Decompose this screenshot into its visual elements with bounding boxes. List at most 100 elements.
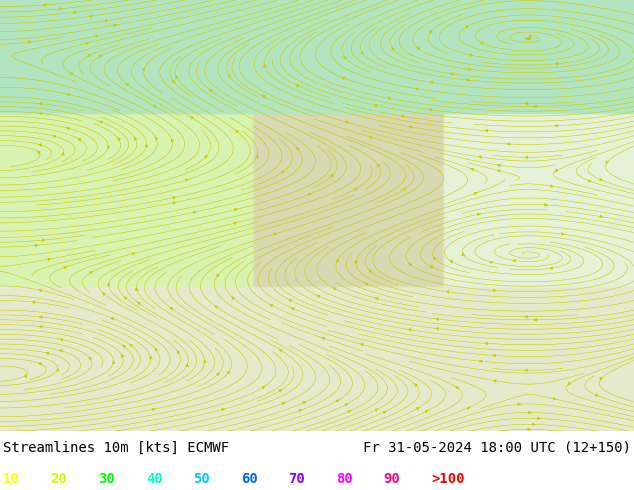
FancyArrowPatch shape xyxy=(59,350,63,352)
FancyArrowPatch shape xyxy=(415,88,418,91)
FancyArrowPatch shape xyxy=(347,411,351,413)
FancyArrowPatch shape xyxy=(107,146,110,148)
FancyArrowPatch shape xyxy=(39,112,42,115)
FancyArrowPatch shape xyxy=(409,125,412,128)
FancyArrowPatch shape xyxy=(134,137,137,140)
FancyArrowPatch shape xyxy=(533,423,536,426)
FancyArrowPatch shape xyxy=(217,372,219,376)
FancyArrowPatch shape xyxy=(507,143,510,146)
Text: 20: 20 xyxy=(51,472,67,487)
FancyArrowPatch shape xyxy=(518,403,521,406)
FancyArrowPatch shape xyxy=(553,397,557,400)
FancyArrowPatch shape xyxy=(186,364,188,367)
FancyArrowPatch shape xyxy=(279,349,282,352)
FancyArrowPatch shape xyxy=(417,47,420,50)
FancyArrowPatch shape xyxy=(60,339,63,341)
FancyArrowPatch shape xyxy=(525,369,527,371)
FancyArrowPatch shape xyxy=(545,203,548,206)
FancyArrowPatch shape xyxy=(474,193,477,195)
FancyArrowPatch shape xyxy=(606,161,609,164)
FancyArrowPatch shape xyxy=(190,117,193,119)
FancyArrowPatch shape xyxy=(375,297,378,300)
FancyArrowPatch shape xyxy=(42,239,45,242)
FancyArrowPatch shape xyxy=(155,137,158,140)
FancyArrowPatch shape xyxy=(446,291,449,294)
FancyArrowPatch shape xyxy=(489,261,492,264)
FancyArrowPatch shape xyxy=(61,152,65,155)
FancyArrowPatch shape xyxy=(480,42,483,45)
FancyArrowPatch shape xyxy=(466,79,469,81)
FancyArrowPatch shape xyxy=(110,318,114,320)
FancyArrowPatch shape xyxy=(193,211,196,214)
FancyArrowPatch shape xyxy=(291,308,295,310)
FancyArrowPatch shape xyxy=(525,316,527,318)
FancyArrowPatch shape xyxy=(512,259,515,262)
FancyArrowPatch shape xyxy=(374,104,377,107)
Text: Streamlines 10m [kts] ECMWF: Streamlines 10m [kts] ECMWF xyxy=(3,441,230,455)
FancyArrowPatch shape xyxy=(497,170,500,172)
FancyArrowPatch shape xyxy=(37,151,41,154)
FancyArrowPatch shape xyxy=(172,80,176,83)
FancyArrowPatch shape xyxy=(177,351,180,354)
FancyArrowPatch shape xyxy=(333,288,336,290)
FancyArrowPatch shape xyxy=(129,344,133,347)
FancyArrowPatch shape xyxy=(527,428,531,431)
FancyArrowPatch shape xyxy=(39,289,42,292)
Text: 70: 70 xyxy=(288,472,305,487)
FancyArrowPatch shape xyxy=(534,318,536,321)
FancyArrowPatch shape xyxy=(67,93,70,96)
FancyArrowPatch shape xyxy=(555,62,559,65)
FancyArrowPatch shape xyxy=(153,105,157,108)
FancyArrowPatch shape xyxy=(538,417,540,420)
FancyArrowPatch shape xyxy=(274,233,277,236)
FancyArrowPatch shape xyxy=(296,147,299,150)
FancyArrowPatch shape xyxy=(228,74,231,77)
FancyArrowPatch shape xyxy=(216,274,219,277)
FancyArrowPatch shape xyxy=(155,348,157,351)
Text: 50: 50 xyxy=(193,472,210,487)
FancyArrowPatch shape xyxy=(369,270,372,273)
FancyArrowPatch shape xyxy=(550,267,553,270)
Text: 80: 80 xyxy=(336,472,353,487)
FancyArrowPatch shape xyxy=(416,407,420,410)
FancyArrowPatch shape xyxy=(99,121,103,123)
Text: 40: 40 xyxy=(146,472,162,487)
FancyArrowPatch shape xyxy=(465,26,469,28)
FancyArrowPatch shape xyxy=(99,55,103,58)
FancyArrowPatch shape xyxy=(429,30,432,33)
FancyArrowPatch shape xyxy=(89,15,93,18)
FancyArrowPatch shape xyxy=(392,47,394,50)
FancyArrowPatch shape xyxy=(375,409,378,412)
FancyArrowPatch shape xyxy=(39,325,42,328)
FancyArrowPatch shape xyxy=(354,188,358,191)
FancyArrowPatch shape xyxy=(479,156,482,158)
FancyArrowPatch shape xyxy=(122,345,126,348)
FancyArrowPatch shape xyxy=(269,304,273,307)
FancyArrowPatch shape xyxy=(335,259,339,262)
FancyArrowPatch shape xyxy=(53,135,56,138)
FancyArrowPatch shape xyxy=(89,357,92,360)
FancyArrowPatch shape xyxy=(354,260,357,264)
FancyArrowPatch shape xyxy=(387,97,391,100)
FancyArrowPatch shape xyxy=(455,387,458,389)
FancyArrowPatch shape xyxy=(555,124,558,127)
FancyArrowPatch shape xyxy=(69,72,73,75)
FancyArrowPatch shape xyxy=(38,363,41,366)
FancyArrowPatch shape xyxy=(436,327,439,330)
FancyArrowPatch shape xyxy=(24,374,27,377)
FancyArrowPatch shape xyxy=(227,370,230,374)
FancyArrowPatch shape xyxy=(492,289,495,292)
FancyArrowPatch shape xyxy=(74,11,77,14)
FancyArrowPatch shape xyxy=(263,64,266,67)
FancyArrowPatch shape xyxy=(46,352,49,355)
FancyArrowPatch shape xyxy=(279,390,282,392)
FancyArrowPatch shape xyxy=(235,130,238,133)
FancyArrowPatch shape xyxy=(288,299,292,302)
FancyArrowPatch shape xyxy=(214,305,217,308)
FancyArrowPatch shape xyxy=(316,295,320,298)
Text: >100: >100 xyxy=(431,472,465,487)
FancyArrowPatch shape xyxy=(35,244,38,247)
FancyArrowPatch shape xyxy=(534,105,536,108)
FancyArrowPatch shape xyxy=(562,233,564,235)
FancyArrowPatch shape xyxy=(550,185,553,187)
